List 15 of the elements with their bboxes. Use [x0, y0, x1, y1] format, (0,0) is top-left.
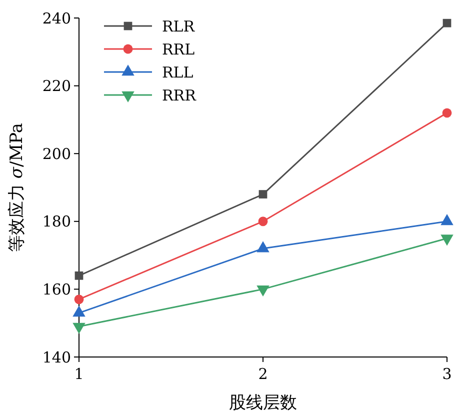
- legend-label: RRR: [162, 86, 197, 104]
- y-axis-title: 等效应力 σ/MPa: [7, 123, 27, 252]
- x-tick-label: 2: [258, 365, 268, 383]
- y-tick-label: 220: [42, 77, 71, 96]
- legend-label: RLL: [162, 63, 194, 82]
- y-tick-label: 200: [42, 144, 71, 163]
- x-tick-label: 1: [74, 365, 84, 383]
- y-tick-label: 240: [42, 9, 71, 28]
- legend-label: RRL: [162, 40, 195, 58]
- y-tick-label: 160: [42, 280, 71, 298]
- y-tick-label: 140: [42, 348, 71, 366]
- y-tick-label: 180: [42, 212, 71, 231]
- x-tick-label: 3: [442, 365, 452, 383]
- x-axis-title: 股线层数: [229, 393, 297, 413]
- legend-label: RLR: [162, 17, 196, 36]
